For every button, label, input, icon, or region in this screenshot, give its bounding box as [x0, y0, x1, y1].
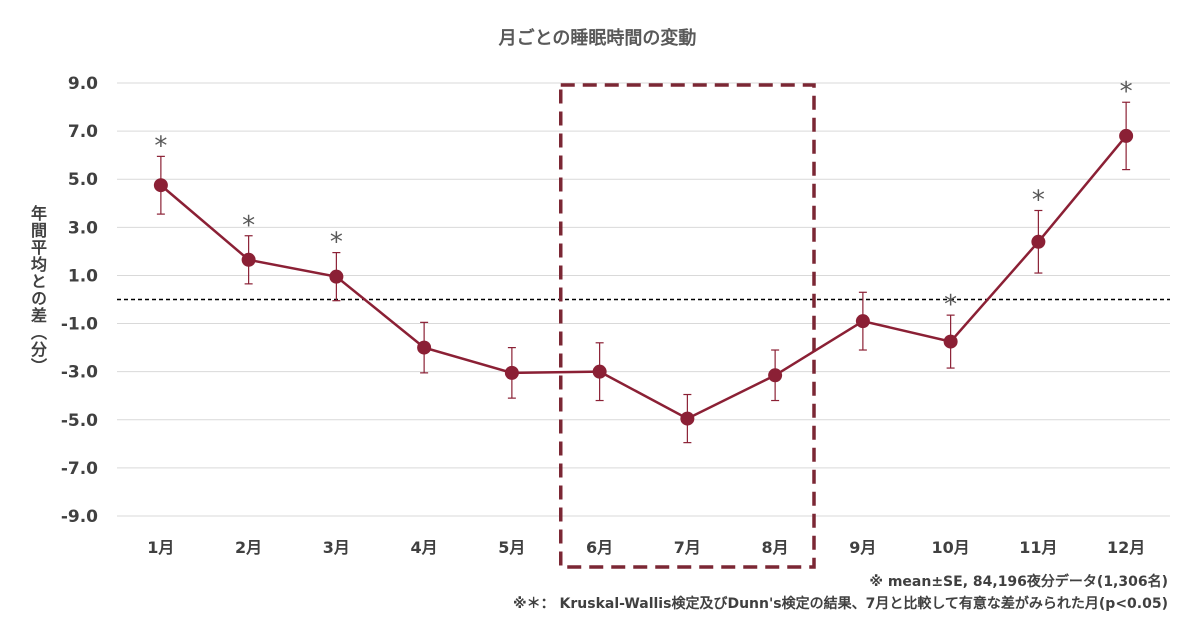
data-point	[417, 340, 432, 355]
footnote-stats: ※ mean±SE, 84,196夜分データ(1,306名)	[869, 574, 1168, 590]
x-tick-label: 10月	[931, 538, 969, 557]
significance-marker: *	[1120, 77, 1133, 107]
significance-marker: *	[1032, 185, 1045, 215]
y-tick-label: -5.0	[61, 411, 98, 431]
y-tick-label: -9.0	[61, 507, 98, 527]
data-point	[592, 364, 607, 379]
significance-marker: *	[154, 131, 167, 161]
x-tick-label: 6月	[586, 538, 613, 557]
significance-marker: *	[242, 211, 255, 241]
data-point	[504, 365, 519, 380]
x-tick-label: 11月	[1019, 538, 1057, 557]
y-axis-label: 年間平均との差（分）	[28, 205, 47, 375]
x-tick-label: 12月	[1107, 538, 1145, 557]
footnote-significance: ※＊： Kruskal-Wallis検定及びDunn's検定の結果、7月と比較し…	[513, 596, 1168, 612]
data-point	[680, 411, 695, 426]
y-tick-label: -1.0	[61, 315, 98, 335]
data-point	[855, 314, 870, 329]
data-point	[943, 334, 958, 349]
x-tick-label: 8月	[762, 538, 789, 557]
y-tick-label: -7.0	[61, 459, 98, 479]
series-line	[160, 135, 1128, 420]
x-tick-label: 5月	[498, 538, 525, 557]
data-point	[329, 269, 344, 284]
x-tick-label: 9月	[849, 538, 876, 557]
x-tick-label: 3月	[323, 538, 350, 557]
data-point	[1119, 128, 1134, 143]
data-point	[153, 178, 168, 193]
highlight-box	[559, 83, 816, 569]
significance-marker: *	[944, 290, 957, 320]
y-tick-label: 3.0	[68, 218, 98, 238]
x-tick-label: 7月	[674, 538, 701, 557]
y-tick-label: 9.0	[68, 74, 98, 94]
x-tick-label: 4月	[411, 538, 438, 557]
y-tick-label: 7.0	[68, 122, 98, 142]
chart-title: 月ごとの睡眠時間の変動	[498, 28, 697, 49]
data-point	[1031, 234, 1046, 249]
x-tick-label: 1月	[147, 538, 174, 557]
x-tick-label: 2月	[235, 538, 262, 557]
significance-marker: *	[330, 228, 343, 258]
data-point	[241, 252, 256, 267]
y-tick-label: 1.0	[68, 266, 98, 286]
y-tick-label: 5.0	[68, 170, 98, 190]
data-point	[768, 368, 783, 383]
y-tick-label: -3.0	[61, 363, 98, 383]
